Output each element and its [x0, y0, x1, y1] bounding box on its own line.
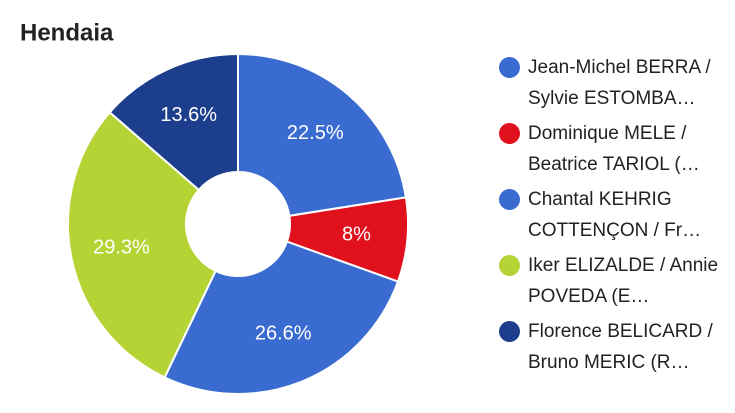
slice-label: 29.3% [93, 236, 150, 258]
legend-label: Chantal KEHRIG COTTENÇON / Fr… [528, 189, 702, 241]
slice [163, 240, 400, 395]
legend-label: Dominique MELE / Beatrice TARIOL (… [528, 123, 700, 175]
legend-label: Jean-Michel BERRA / Sylvie ESTOMBA… [528, 57, 711, 109]
legend-marker [499, 255, 520, 276]
chart-title: Hendaia [20, 19, 114, 46]
slice-label: 26.6% [255, 322, 312, 344]
legend-label: Florence BELICARD / Bruno MERIC (R… [528, 321, 713, 373]
legend-marker [499, 321, 520, 342]
legend-marker [499, 189, 520, 210]
slice [237, 52, 408, 218]
legend-label: Iker ELIZALDE / Annie POVEDA (E… [528, 255, 719, 307]
slice [108, 52, 239, 192]
slice-label: 22.5% [287, 122, 344, 144]
slice-label: 8% [342, 223, 371, 245]
slice-label: 13.6% [160, 104, 217, 126]
legend-marker [499, 57, 520, 78]
slice [67, 110, 217, 379]
legend-marker [499, 123, 520, 144]
